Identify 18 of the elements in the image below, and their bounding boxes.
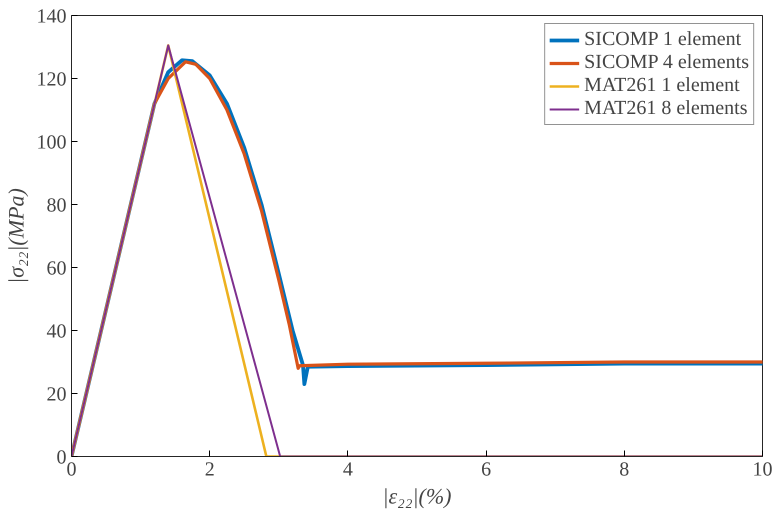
x-tick-label: 2 xyxy=(204,458,215,480)
y-axis-title: |σ₂₂|(MPa) xyxy=(4,188,28,284)
legend-label: SICOMP 4 elements xyxy=(584,51,749,74)
y-tick-label: 60 xyxy=(46,258,66,280)
x-axis-title: |ε₂₂|(%) xyxy=(382,484,452,508)
legend-label: SICOMP 1 element xyxy=(584,28,742,51)
y-tick-label: 40 xyxy=(46,320,66,342)
y-tick-label: 120 xyxy=(36,68,66,90)
x-tick-label: 8 xyxy=(619,458,630,480)
x-tick-label: 4 xyxy=(342,458,353,480)
x-tick-label: 10 xyxy=(752,458,772,480)
y-tick-label: 100 xyxy=(36,132,66,154)
x-tick-label: 6 xyxy=(481,458,492,480)
y-tick-label: 140 xyxy=(36,6,66,28)
legend-label: MAT261 8 elements xyxy=(584,97,748,120)
y-tick-label: 80 xyxy=(46,194,66,216)
legend-label: MAT261 1 element xyxy=(584,74,740,97)
y-tick-label: 20 xyxy=(46,384,66,406)
